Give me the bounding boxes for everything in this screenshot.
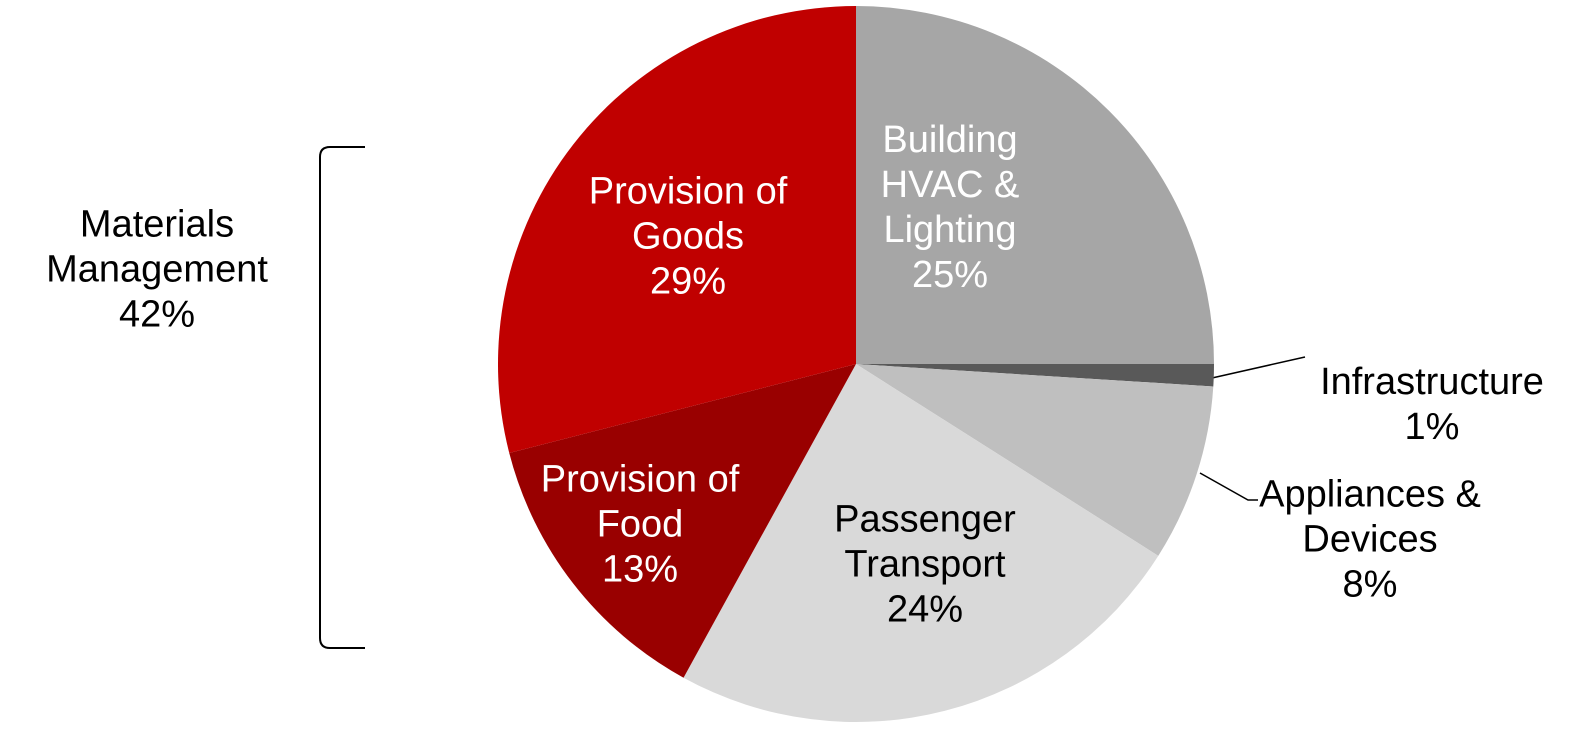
bracket [319,146,365,649]
slice-label: Building HVAC & Lighting 25% [850,118,1050,298]
annotation-label: 42% [118,293,196,336]
annotation: Materials Management 42% [12,203,302,338]
pie-slice [856,364,1214,387]
value-label: 29% [649,260,727,303]
slice-label: Appliances & Devices 8% [1250,473,1490,608]
leader-line [1199,472,1258,501]
slice-label: Provision of Goods 29% [553,170,823,305]
pie-slice [856,364,1214,556]
value-label: 25% [911,254,989,296]
slice-label: Passenger Transport 24% [805,498,1045,633]
leader-line [1211,356,1306,379]
value-label: 8% [1342,563,1398,606]
category-label: Appliances & Devices [1259,473,1481,561]
pie-slice [498,6,856,454]
category-label: Infrastructure [1320,361,1544,403]
annotation-text: Materials Management [46,203,268,291]
category-label: Building HVAC & Lighting [880,119,1020,251]
pie-slice [683,364,1159,722]
value-label: 1% [1404,406,1460,448]
category-label: Passenger Transport [834,498,1016,586]
slice-label: Infrastructure 1% [1305,360,1560,450]
value-label: 13% [601,548,679,591]
category-label: Provision of Goods [588,170,788,258]
slice-label: Provision of Food 13% [500,458,780,593]
pie-slice [856,6,1214,364]
pie-slice [509,364,856,678]
category-label: Provision of Food [540,458,740,546]
value-label: 24% [886,588,964,631]
